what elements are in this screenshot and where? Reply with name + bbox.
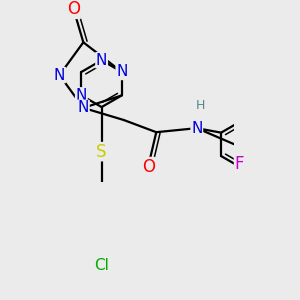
Text: S: S <box>96 142 107 160</box>
Text: Cl: Cl <box>94 258 109 273</box>
Text: O: O <box>67 0 80 18</box>
Text: N: N <box>54 68 65 82</box>
Text: H: H <box>195 99 205 112</box>
Text: F: F <box>235 155 244 173</box>
Text: N: N <box>76 88 87 103</box>
Text: N: N <box>116 64 128 80</box>
Text: O: O <box>142 158 155 175</box>
Text: N: N <box>191 121 202 136</box>
Text: N: N <box>78 100 89 116</box>
Text: N: N <box>96 53 107 68</box>
